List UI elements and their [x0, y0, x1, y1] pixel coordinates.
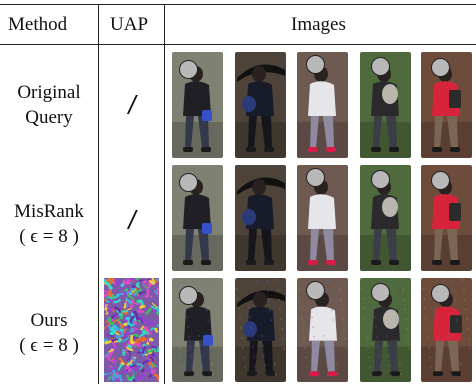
person-image — [297, 165, 348, 271]
person-image — [235, 278, 286, 382]
header-uap: UAP — [110, 14, 149, 35]
row-label-ours: Ours ( ϵ = 8 ) — [0, 308, 98, 358]
row-label-line: Original — [17, 82, 81, 103]
face-blur-circle — [371, 283, 390, 302]
face-blur-circle — [431, 58, 450, 77]
table-top-rule — [0, 4, 476, 5]
face-blur-circle — [371, 57, 390, 76]
face-blur-circle — [306, 168, 325, 187]
uap-none-mark: / — [128, 90, 136, 120]
row-label-line: ( ϵ = 8 ) — [19, 335, 79, 356]
header-method: Method — [8, 14, 68, 35]
face-blur-circle — [179, 173, 198, 192]
row-label-misrank: MisRank ( ϵ = 8 ) — [0, 199, 98, 249]
face-blur-circle — [179, 60, 198, 79]
column-divider-1 — [98, 4, 99, 384]
header-images: Images — [291, 14, 346, 35]
row-label-line: Query — [25, 107, 73, 128]
person-image — [421, 278, 472, 382]
person-image — [297, 278, 348, 382]
person-image — [235, 165, 286, 271]
row-label-line: ( ϵ = 8 ) — [19, 226, 79, 247]
face-blur-circle — [431, 171, 450, 190]
face-blur-circle — [371, 170, 390, 189]
face-blur-circle — [306, 281, 325, 300]
person-image — [235, 52, 286, 158]
uap-perturbation-image — [104, 278, 159, 382]
header-bottom-rule — [0, 44, 476, 45]
row-label-line: Ours — [30, 310, 68, 331]
row-label-original: Original Query — [0, 80, 98, 130]
face-blur-circle — [306, 55, 325, 74]
face-blur-circle — [431, 284, 450, 303]
face-blur-circle — [179, 286, 198, 305]
uap-none-mark: / — [128, 205, 136, 235]
person-image — [360, 165, 411, 271]
column-divider-2 — [164, 4, 165, 384]
person-image — [360, 278, 411, 382]
row-label-line: MisRank — [14, 201, 84, 222]
